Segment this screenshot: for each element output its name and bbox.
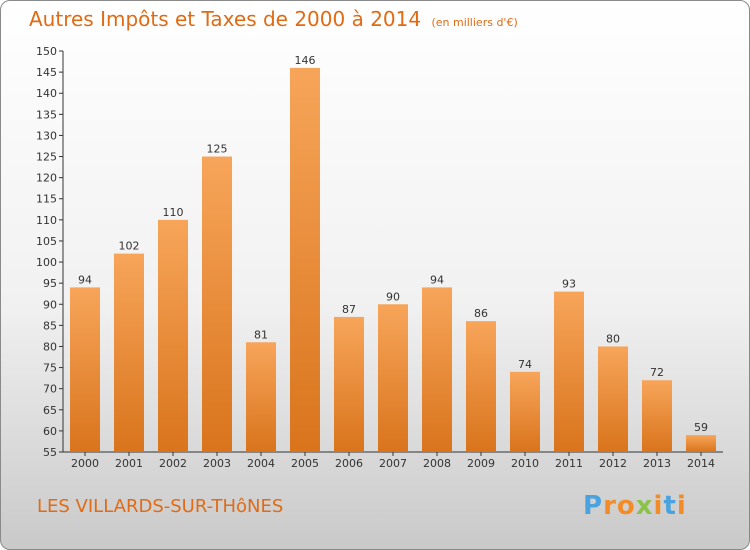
bar-value-label: 80 [606, 332, 620, 345]
bar [70, 287, 100, 452]
bar [158, 219, 188, 452]
bar [598, 346, 628, 452]
bar [466, 321, 496, 452]
x-tick-label: 2012 [599, 457, 627, 470]
y-tick-label: 95 [43, 277, 57, 290]
y-tick-label: 75 [43, 362, 57, 375]
x-tick-label: 2005 [291, 457, 319, 470]
bar [642, 380, 672, 452]
commune-name: LES VILLARDS-SUR-THôNES [37, 496, 284, 517]
bar-value-label: 90 [386, 290, 400, 303]
y-tick-label: 130 [36, 129, 57, 142]
x-tick-label: 2003 [203, 457, 231, 470]
bar-value-label: 125 [207, 143, 228, 156]
y-tick-label: 65 [43, 404, 57, 417]
logo-letter: i [676, 491, 687, 521]
y-tick-label: 110 [36, 214, 57, 227]
bar [334, 316, 364, 452]
y-tick-label: 60 [43, 425, 57, 438]
bar [114, 253, 144, 452]
y-tick-label: 90 [43, 298, 57, 311]
y-tick-label: 135 [36, 108, 57, 121]
logo-letter: P [583, 491, 604, 521]
y-tick-label: 80 [43, 340, 57, 353]
x-tick-label: 2001 [115, 457, 143, 470]
bar [378, 304, 408, 452]
bar-value-label: 87 [342, 303, 356, 316]
bar [554, 291, 584, 452]
proxiti-logo: Proxiti [583, 491, 687, 521]
bar-value-label: 146 [295, 54, 316, 67]
bar [246, 342, 276, 452]
x-tick-label: 2002 [159, 457, 187, 470]
bar [290, 67, 320, 452]
bar-value-label: 93 [562, 278, 576, 291]
y-tick-label: 115 [36, 193, 57, 206]
y-tick-label: 85 [43, 319, 57, 332]
x-tick-label: 2008 [423, 457, 451, 470]
x-tick-label: 2004 [247, 457, 275, 470]
logo-letter: x [635, 491, 654, 521]
bar-value-label: 59 [694, 421, 708, 434]
y-tick-label: 70 [43, 383, 57, 396]
bar-value-label: 94 [78, 273, 92, 286]
x-tick-label: 2007 [379, 457, 407, 470]
bar [202, 156, 232, 453]
x-tick-label: 2009 [467, 457, 495, 470]
bar-value-label: 72 [650, 366, 664, 379]
logo-letter: i [653, 491, 664, 521]
bar [510, 371, 540, 452]
y-tick-label: 100 [36, 256, 57, 269]
x-tick-label: 2013 [643, 457, 671, 470]
bar-value-label: 86 [474, 307, 488, 320]
bar-value-label: 74 [518, 358, 532, 371]
logo-letter: r [603, 491, 617, 521]
bar [686, 435, 716, 452]
y-tick-label: 105 [36, 235, 57, 248]
x-tick-label: 2014 [687, 457, 715, 470]
y-tick-label: 140 [36, 87, 57, 100]
bar [422, 287, 452, 452]
x-tick-label: 2010 [511, 457, 539, 470]
bar-value-label: 94 [430, 273, 444, 286]
x-tick-label: 2006 [335, 457, 363, 470]
logo-letter: t [663, 491, 677, 521]
bar-value-label: 81 [254, 328, 268, 341]
x-tick-label: 2000 [71, 457, 99, 470]
y-tick-label: 120 [36, 172, 57, 185]
y-tick-label: 55 [43, 446, 57, 459]
y-tick-label: 125 [36, 151, 57, 164]
bar-value-label: 110 [163, 206, 184, 219]
logo-letter: o [616, 491, 636, 521]
y-tick-label: 145 [36, 66, 57, 79]
y-tick-label: 150 [36, 45, 57, 58]
x-tick-label: 2011 [555, 457, 583, 470]
chart-subtitle: (en milliers d'€) [431, 16, 518, 29]
chart-title: Autres Impôts et Taxes de 2000 à 2014 (e… [29, 7, 518, 31]
bar-value-label: 102 [119, 240, 140, 253]
